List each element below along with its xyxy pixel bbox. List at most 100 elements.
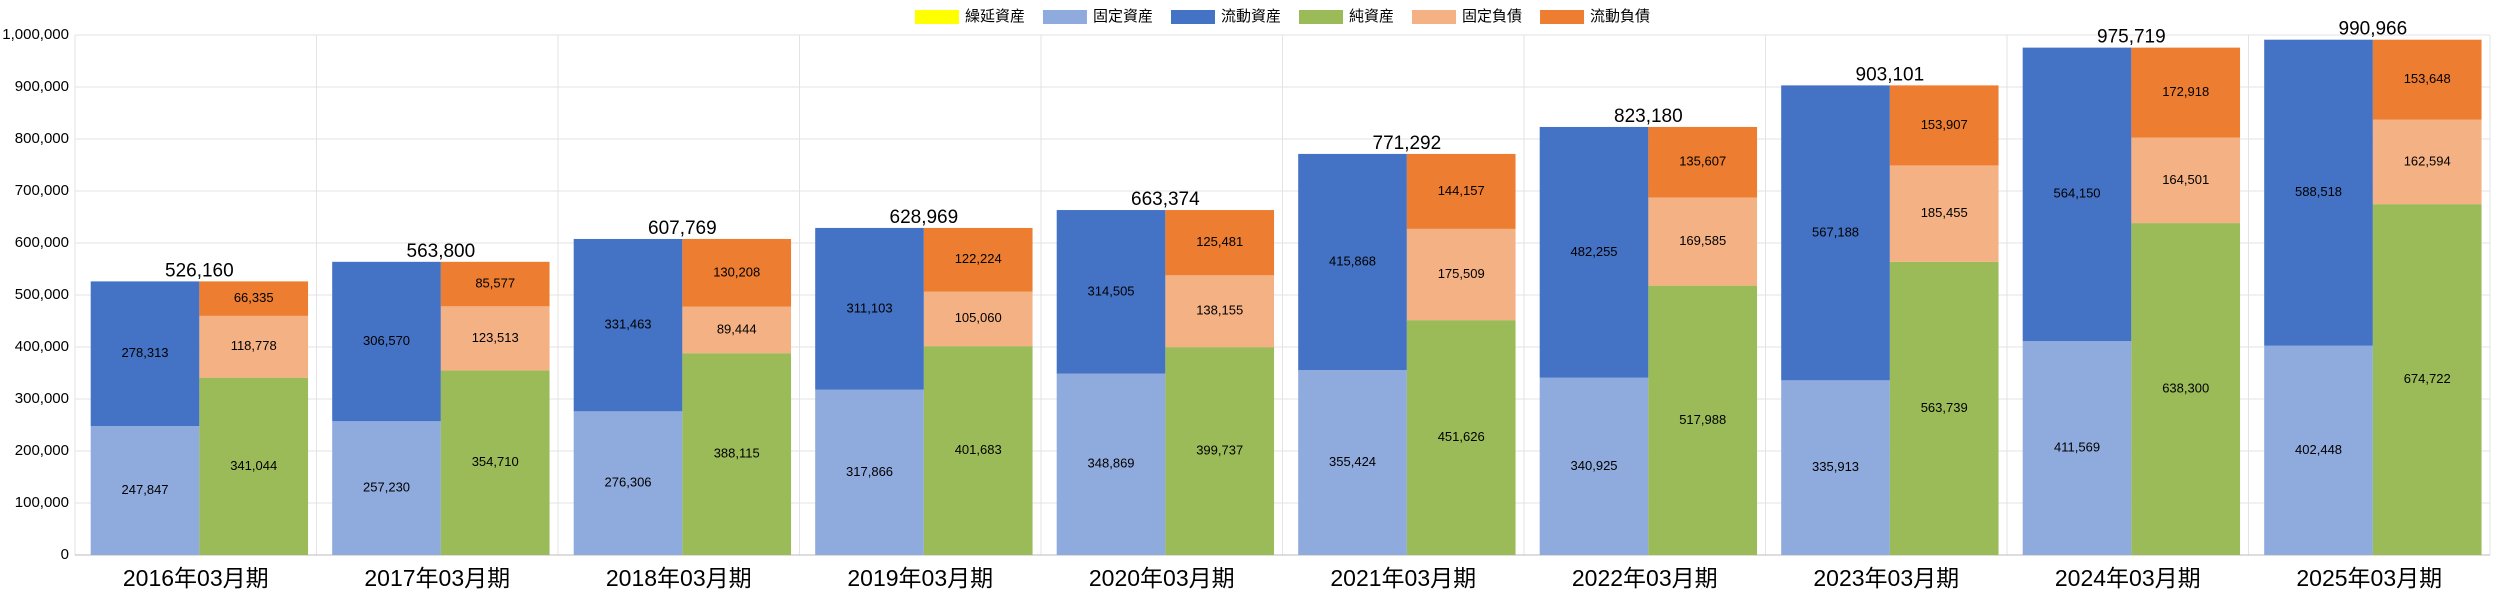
bar-segment (440, 261, 550, 307)
bar-segment (1056, 373, 1166, 555)
bar-segment (1781, 380, 1890, 555)
data-label: 169,585 (1679, 233, 1726, 248)
legend-label: 流動負債 (1590, 8, 1650, 25)
data-label: 331,463 (605, 317, 652, 332)
bar-segment (332, 261, 441, 422)
bar-segment (199, 281, 309, 316)
bar-segment (2264, 39, 2373, 346)
bar-segment (440, 370, 550, 555)
bar-segment (573, 238, 683, 412)
legend-swatch (1540, 10, 1585, 24)
y-tick-label: 100,000 (15, 494, 69, 511)
data-label: 317,866 (846, 464, 893, 479)
data-label: 162,594 (2404, 153, 2451, 168)
y-tick-label: 200,000 (15, 442, 69, 459)
bar-segment (90, 281, 200, 427)
y-tick-label: 400,000 (15, 338, 69, 355)
bar-segment (682, 238, 792, 307)
bar-segment (1889, 165, 1999, 262)
data-label: 185,455 (1921, 205, 1968, 220)
x-tick-label: 2017年03月期 (364, 565, 510, 591)
x-tick-label: 2022年03月期 (1572, 565, 1718, 591)
data-label: 411,569 (2054, 439, 2100, 454)
data-label: 66,335 (234, 290, 274, 305)
bar-segment (1539, 377, 1649, 555)
data-label: 130,208 (713, 264, 760, 279)
bar-segment (440, 306, 550, 371)
total-label: 663,374 (1131, 189, 1200, 210)
y-tick-label: 900,000 (15, 78, 69, 95)
data-label: 563,739 (1921, 400, 1968, 415)
data-label: 306,570 (363, 333, 410, 348)
x-tick-label: 2023年03月期 (1813, 565, 1959, 591)
data-label: 164,501 (2162, 172, 2209, 187)
data-label: 118,778 (231, 338, 277, 353)
data-label: 355,424 (1329, 454, 1376, 469)
legend-swatch (1412, 10, 1457, 24)
x-tick-label: 2019年03月期 (847, 565, 993, 591)
bar-segment (1406, 228, 1516, 321)
y-tick-label: 0 (61, 546, 69, 563)
x-tick-label: 2024年03月期 (2055, 565, 2201, 591)
legend-label: 流動資産 (1221, 8, 1281, 25)
total-label: 990,966 (2339, 19, 2408, 40)
bar-segment (923, 346, 1033, 555)
bar-segment (2372, 39, 2482, 120)
total-label: 563,800 (407, 241, 476, 262)
bar-segment (2131, 47, 2241, 138)
bar-segment (2131, 137, 2241, 224)
data-label: 311,103 (847, 300, 893, 315)
data-label: 314,505 (1088, 283, 1135, 298)
data-label: 123,513 (472, 330, 519, 345)
bar-segment (2022, 340, 2132, 555)
bar-segment (2372, 204, 2482, 555)
data-label: 276,306 (605, 475, 652, 490)
legend-label: 純資産 (1349, 8, 1394, 25)
total-label: 903,101 (1856, 64, 1925, 85)
data-label: 638,300 (2162, 380, 2209, 395)
data-label: 401,683 (955, 442, 1002, 457)
bar-segment (1539, 126, 1649, 378)
data-label: 172,918 (2162, 84, 2209, 99)
bar-segment (332, 421, 441, 555)
legend-label: 繰延資産 (965, 8, 1025, 25)
data-label: 354,710 (472, 454, 519, 469)
bar-segment (2372, 119, 2482, 205)
bar-segment (815, 227, 924, 390)
legend-label: 固定資産 (1093, 8, 1153, 25)
x-tick-label: 2020年03月期 (1089, 565, 1235, 591)
bar-segment (923, 227, 1033, 292)
total-label: 526,160 (165, 260, 234, 281)
total-label: 771,292 (1373, 133, 1442, 154)
bar-segment (1781, 85, 1890, 381)
bar-segment (815, 389, 924, 555)
data-label: 335,913 (1812, 459, 1859, 474)
data-label: 388,115 (714, 446, 760, 461)
y-tick-label: 1,000,000 (2, 26, 69, 43)
bar-segment (1406, 320, 1516, 555)
data-label: 482,255 (1571, 244, 1618, 259)
data-label: 138,155 (1196, 303, 1243, 318)
bar-segment (199, 315, 309, 378)
bar-segment (1889, 261, 1999, 555)
bar-segment (1648, 285, 1758, 555)
y-tick-label: 500,000 (15, 286, 69, 303)
bar-segment (1056, 210, 1166, 374)
total-label: 823,180 (1614, 106, 1683, 127)
bar-segment (2264, 345, 2373, 555)
bar-segment (2131, 223, 2241, 556)
data-label: 125,481 (1196, 234, 1243, 249)
bar-segment (1165, 347, 1275, 555)
data-label: 348,869 (1088, 456, 1135, 471)
legend-swatch (914, 10, 959, 24)
data-label: 153,907 (1921, 117, 1968, 132)
legend-swatch (1042, 10, 1087, 24)
data-label: 588,518 (2295, 184, 2342, 199)
bar-segment (1165, 210, 1275, 276)
x-tick-label: 2018年03月期 (606, 565, 752, 591)
legend-swatch (1299, 10, 1343, 24)
x-tick-label: 2025年03月期 (2296, 565, 2442, 591)
bar-segment (682, 306, 792, 354)
